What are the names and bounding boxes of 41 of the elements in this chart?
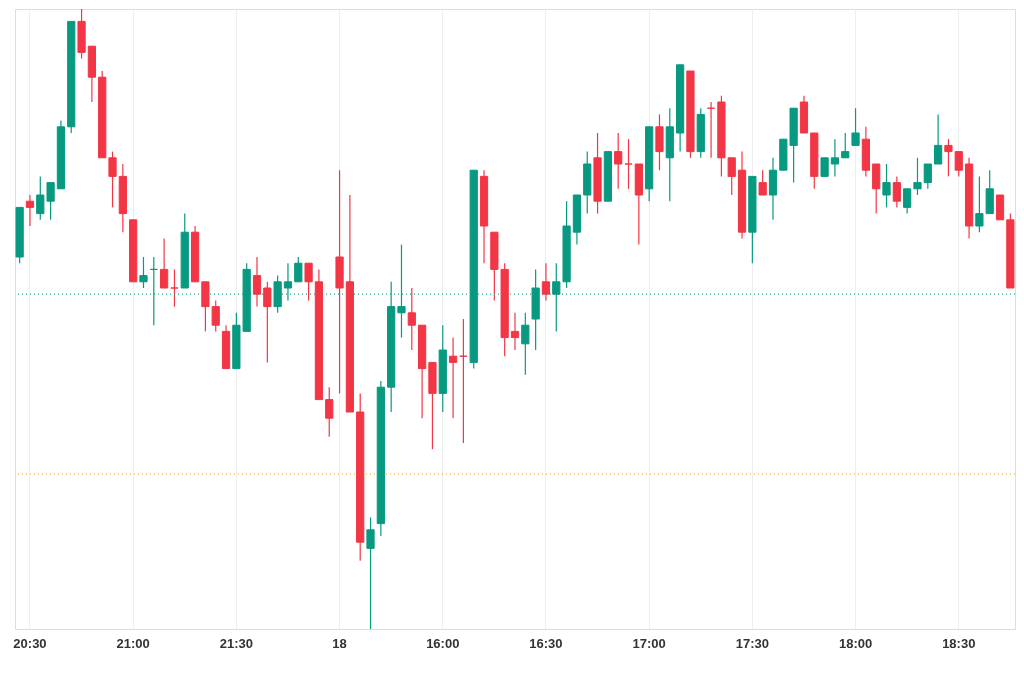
candlestick [283, 262, 293, 301]
x-tick-label: 20:30 [13, 635, 47, 651]
candlestick [851, 107, 860, 146]
candlestick [139, 256, 148, 289]
candlestick [830, 138, 840, 177]
candlestick [820, 157, 829, 177]
candlestick [160, 237, 169, 289]
candlestick [25, 194, 35, 227]
x-tick-label: 18 [332, 635, 347, 651]
candlestick [366, 516, 375, 630]
x-tick-label: 17:00 [632, 635, 666, 651]
candlestick [614, 132, 623, 190]
candlestick [407, 287, 416, 351]
candlestick [521, 312, 530, 376]
candlestick [294, 256, 303, 283]
candlestick [923, 163, 932, 190]
x-tick-label: 21:30 [219, 635, 253, 651]
candlestick [892, 175, 901, 208]
candlestick [304, 262, 313, 301]
candlestick [541, 262, 551, 301]
candlestick [252, 256, 262, 308]
candlestick [108, 151, 117, 208]
candlestick [841, 132, 850, 159]
candlestick [903, 188, 912, 215]
x-tick-label: 16:00 [426, 635, 460, 651]
candlestick [170, 268, 179, 308]
candlestick [325, 386, 334, 438]
x-tick-label: 16:30 [529, 635, 563, 651]
candlestick [624, 138, 633, 190]
candlestick [882, 163, 891, 208]
x-tick-label: 18:30 [942, 635, 976, 651]
candlestick [934, 113, 943, 165]
candlestick [758, 169, 767, 196]
candlestick [397, 244, 406, 339]
x-tick-label: 17:30 [735, 635, 769, 651]
x-tick-label: 18:00 [838, 635, 873, 651]
candlestick [263, 281, 272, 363]
candlestick [913, 157, 922, 196]
candlestick [448, 337, 458, 419]
x-tick-label: 21:00 [116, 635, 150, 651]
candlestick [510, 312, 520, 351]
